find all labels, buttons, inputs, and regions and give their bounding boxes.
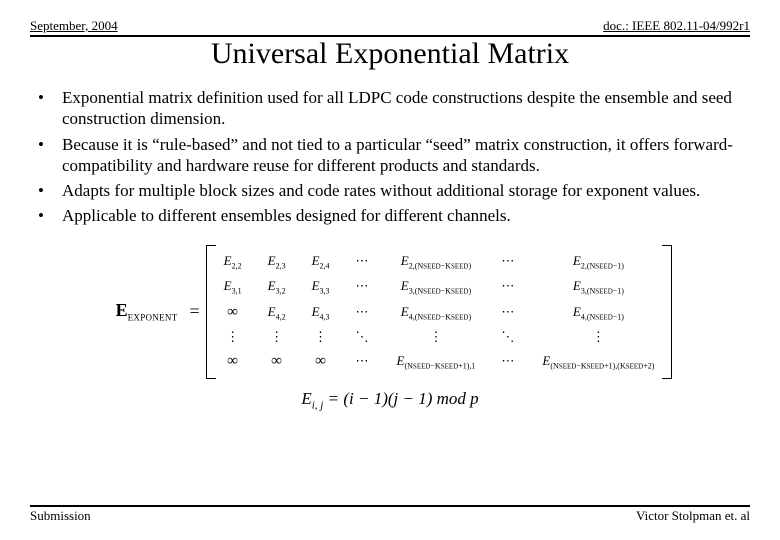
matrix-cell: ⋮ bbox=[397, 329, 476, 345]
matrix-cell: E4,3 bbox=[312, 304, 330, 322]
formula-sub: i, j bbox=[312, 399, 324, 411]
bullet-text: Adapts for multiple block sizes and code… bbox=[62, 180, 750, 201]
formula-p: p bbox=[470, 389, 479, 408]
left-bracket bbox=[206, 245, 216, 379]
matrix-label: EEXPONENT bbox=[116, 300, 178, 323]
matrix-cell: ⋮ bbox=[312, 329, 330, 345]
formula-m1b: − 1) mod bbox=[398, 389, 470, 408]
matrix-equation: EEXPONENT = E2,2 E2,3 E2,4 ⋯ E2,(NSEED−KSEED… bbox=[38, 245, 750, 379]
matrix-cell: E3,2 bbox=[268, 278, 286, 296]
bullet-item: •Because it is “rule-based” and not tied… bbox=[38, 134, 750, 177]
matrix-cell: E3,(NSEED−KSEED) bbox=[397, 278, 476, 296]
bullet-marker: • bbox=[38, 87, 62, 130]
slide-title: Universal Exponential Matrix bbox=[30, 37, 750, 71]
formula-E: E bbox=[301, 389, 311, 408]
slide-footer: Submission Victor Stolpman et. al bbox=[30, 505, 750, 524]
right-bracket bbox=[662, 245, 672, 379]
matrix-cell: ∞ bbox=[268, 353, 286, 371]
matrix-cell: E(NSEED−KSEED+1),(KSEED+2) bbox=[542, 353, 654, 371]
formula-m1a: − 1)( bbox=[354, 389, 394, 408]
equals-sign: = bbox=[190, 301, 200, 322]
matrix-cell: E2,4 bbox=[312, 253, 330, 271]
matrix-label-sub: EXPONENT bbox=[128, 313, 178, 323]
bullet-marker: • bbox=[38, 205, 62, 226]
bullet-item: •Exponential matrix definition used for … bbox=[38, 87, 750, 130]
matrix-cell: ⋯ bbox=[501, 253, 516, 271]
matrix-cell: E3,(NSEED−1) bbox=[542, 278, 654, 296]
matrix-cell: ⋮ bbox=[542, 329, 654, 345]
matrix-cell: ⋱ bbox=[356, 329, 371, 345]
matrix-cell: ⋮ bbox=[224, 329, 242, 345]
footer-right: Victor Stolpman et. al bbox=[636, 508, 750, 524]
bullet-marker: • bbox=[38, 134, 62, 177]
slide-header: September, 2004 doc.: IEEE 802.11-04/992… bbox=[30, 18, 750, 37]
bullet-text: Applicable to different ensembles design… bbox=[62, 205, 750, 226]
matrix-label-main: E bbox=[116, 300, 128, 320]
header-doc-id: doc.: IEEE 802.11-04/992r1 bbox=[603, 18, 750, 34]
matrix-cell: E3,1 bbox=[224, 278, 242, 296]
matrix-cell: ⋱ bbox=[501, 329, 516, 345]
bullet-item: •Adapts for multiple block sizes and cod… bbox=[38, 180, 750, 201]
formula-eq: = ( bbox=[323, 389, 349, 408]
matrix-cell: ∞ bbox=[312, 353, 330, 371]
matrix-cell: E3,3 bbox=[312, 278, 330, 296]
footer-left: Submission bbox=[30, 508, 91, 524]
matrix-cell: ∞ bbox=[224, 353, 242, 371]
matrix-grid: E2,2 E2,3 E2,4 ⋯ E2,(NSEED−KSEED) ⋯ E2,(NSEED−… bbox=[220, 245, 659, 379]
matrix-cell: ∞ bbox=[224, 304, 242, 322]
matrix-cell: ⋯ bbox=[501, 278, 516, 296]
matrix-cell: E(NSEED−KSEED+1),1 bbox=[397, 353, 476, 371]
bullet-list: •Exponential matrix definition used for … bbox=[30, 87, 750, 227]
matrix-cell: E2,(NSEED−KSEED) bbox=[397, 253, 476, 271]
matrix-cell: E4,2 bbox=[268, 304, 286, 322]
matrix-cell: E2,3 bbox=[268, 253, 286, 271]
bullet-text: Because it is “rule-based” and not tied … bbox=[62, 134, 750, 177]
header-date: September, 2004 bbox=[30, 18, 118, 34]
matrix-cell: ⋯ bbox=[356, 278, 371, 296]
matrix-cell: ⋯ bbox=[356, 253, 371, 271]
matrix-cell: E4,(NSEED−KSEED) bbox=[397, 304, 476, 322]
matrix-cell: E2,(NSEED−1) bbox=[542, 253, 654, 271]
matrix-cell: ⋯ bbox=[501, 353, 516, 371]
matrix-cell: E2,2 bbox=[224, 253, 242, 271]
matrix-cell: ⋮ bbox=[268, 329, 286, 345]
matrix-cell: ⋯ bbox=[356, 353, 371, 371]
matrix-cell: E4,(NSEED−1) bbox=[542, 304, 654, 322]
element-formula: Ei, j = (i − 1)(j − 1) mod p bbox=[30, 389, 750, 411]
bullet-text: Exponential matrix definition used for a… bbox=[62, 87, 750, 130]
bullet-item: •Applicable to different ensembles desig… bbox=[38, 205, 750, 226]
matrix-cell: ⋯ bbox=[356, 304, 371, 322]
matrix-cell: ⋯ bbox=[501, 304, 516, 322]
bullet-marker: • bbox=[38, 180, 62, 201]
